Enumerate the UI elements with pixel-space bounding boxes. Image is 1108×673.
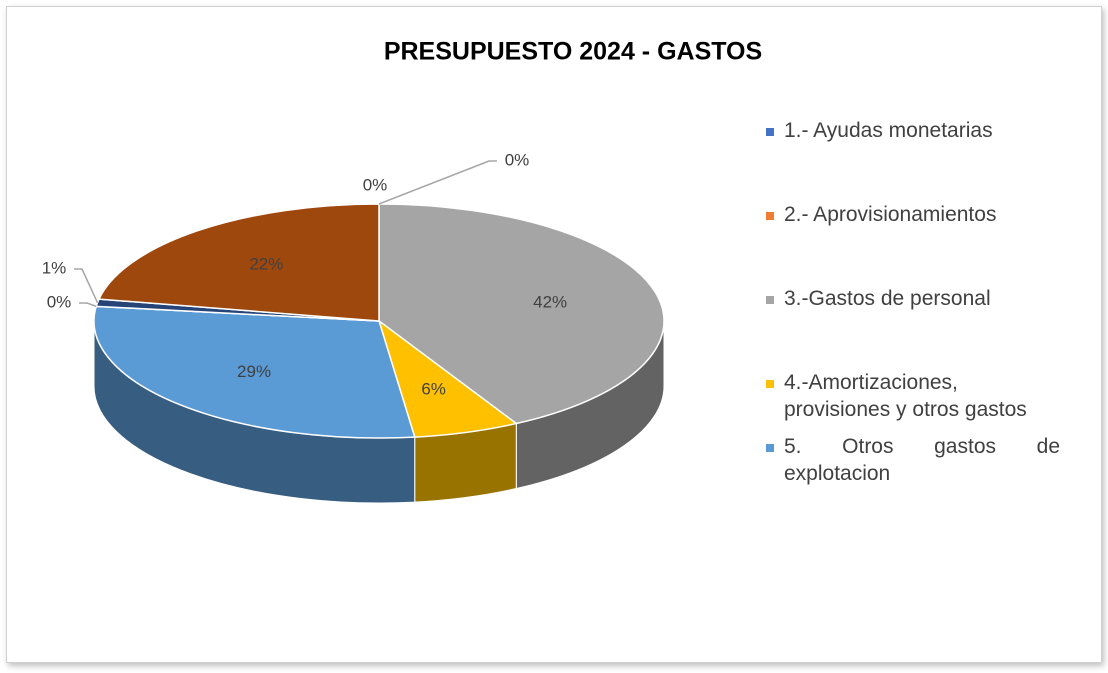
legend-entry: 4.-Amortizaciones, provisiones y otros g… (764, 369, 1060, 423)
slice (93, 305, 416, 439)
legend-swatch (766, 128, 774, 136)
legend-label: 4.-Amortizaciones, provisiones y otros g… (784, 371, 1027, 421)
legend-entry: 3.-Gastos de personal (764, 285, 1060, 312)
legend-swatch (766, 380, 774, 388)
legend-swatch (766, 444, 774, 452)
legend-label: 5. Otros gastos de explotacion (784, 435, 1060, 485)
legend: 1.- Ayudas monetarias 2.- Aprovisionamien… (764, 117, 1060, 487)
data-label: 1% (42, 258, 67, 277)
legend-label: 3.-Gastos de personal (784, 287, 991, 310)
data-label: 42% (533, 292, 567, 311)
data-label: 6% (421, 379, 446, 398)
legend-entry: 2.- Aprovisionamientos (764, 201, 1060, 228)
legend-entry: 1.- Ayudas monetarias (764, 117, 1060, 144)
data-label: 0% (363, 175, 388, 194)
legend-entry: 5. Otros gastos de explotacion (764, 433, 1060, 487)
legend-swatch (766, 296, 774, 304)
slice (97, 203, 380, 322)
leader-line (79, 302, 97, 308)
slice (378, 203, 665, 425)
data-label: 0% (47, 292, 72, 311)
chart-frame: PRESUPUESTO 2024 - GASTOS 0% 0% 42% 6% 29% 0%… (6, 6, 1102, 663)
data-label: 22% (249, 255, 283, 274)
chart: PRESUPUESTO 2024 - GASTOS 0% 0% 42% 6% 29% 0%… (42, 38, 762, 504)
legend-label: 2.- Aprovisionamientos (784, 203, 997, 226)
chart-title: PRESUPUESTO 2024 - GASTOS (384, 38, 762, 66)
leader-line (378, 160, 497, 205)
data-label: 0% (505, 150, 530, 169)
data-label: 29% (237, 362, 271, 381)
leader-line (74, 268, 99, 304)
legend-label: 1.- Ayudas monetarias (784, 119, 993, 142)
legend-swatch (766, 212, 774, 220)
